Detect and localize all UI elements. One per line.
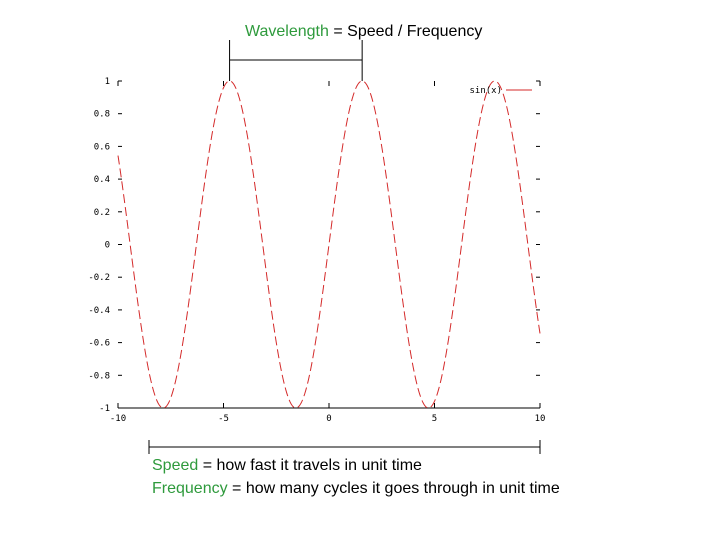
speed-term: Speed <box>152 457 199 474</box>
wavelength-bracket <box>148 40 541 454</box>
x-tick-label: 5 <box>432 414 437 424</box>
wavelength-term: Wavelength <box>245 23 329 40</box>
frequency-definition-rest: = how many cycles it goes through in uni… <box>227 480 560 497</box>
speed-definition-rest: = how fast it travels in unit time <box>198 457 422 474</box>
x-tick-label: -5 <box>218 414 229 424</box>
y-tick-label: -0.8 <box>88 371 110 381</box>
tick-labels: -10 -5 0 5 10 1 0.8 0.6 0.4 0.2 0 -0.2 -0.4 -0.6 -0.8 -… <box>88 77 545 424</box>
series-layer <box>117 80 541 409</box>
y-tick-label: 0 <box>105 241 110 251</box>
speed-definition: Speed = how fast it travels in unit time <box>152 457 422 475</box>
frequency-term: Frequency <box>152 480 228 497</box>
y-tick-label: 0.8 <box>94 110 110 120</box>
wavelength-formula-rest: = Speed / Frequency <box>328 23 483 40</box>
y-tick-label: -0.4 <box>88 306 110 316</box>
y-tick-label: -0.6 <box>88 339 110 349</box>
series-line-sin <box>117 80 541 409</box>
legend: sin(x) <box>469 86 532 96</box>
y-tick-label: -1 <box>99 404 110 414</box>
y-tick-label: -0.2 <box>88 273 110 283</box>
tick-marks <box>117 80 541 409</box>
x-tick-label: 10 <box>535 414 546 424</box>
frequency-definition: Frequency = how many cycles it goes thro… <box>152 480 560 498</box>
x-tick-label: 0 <box>326 414 331 424</box>
legend-label: sin(x) <box>469 86 502 96</box>
x-tick-label: -10 <box>110 414 126 424</box>
y-tick-label: 0.4 <box>94 175 110 185</box>
y-tick-label: 0.6 <box>94 142 110 152</box>
y-tick-label: 0.2 <box>94 208 110 218</box>
wavelength-formula: Wavelength = Speed / Frequency <box>245 23 482 41</box>
y-tick-label: 1 <box>105 77 110 87</box>
